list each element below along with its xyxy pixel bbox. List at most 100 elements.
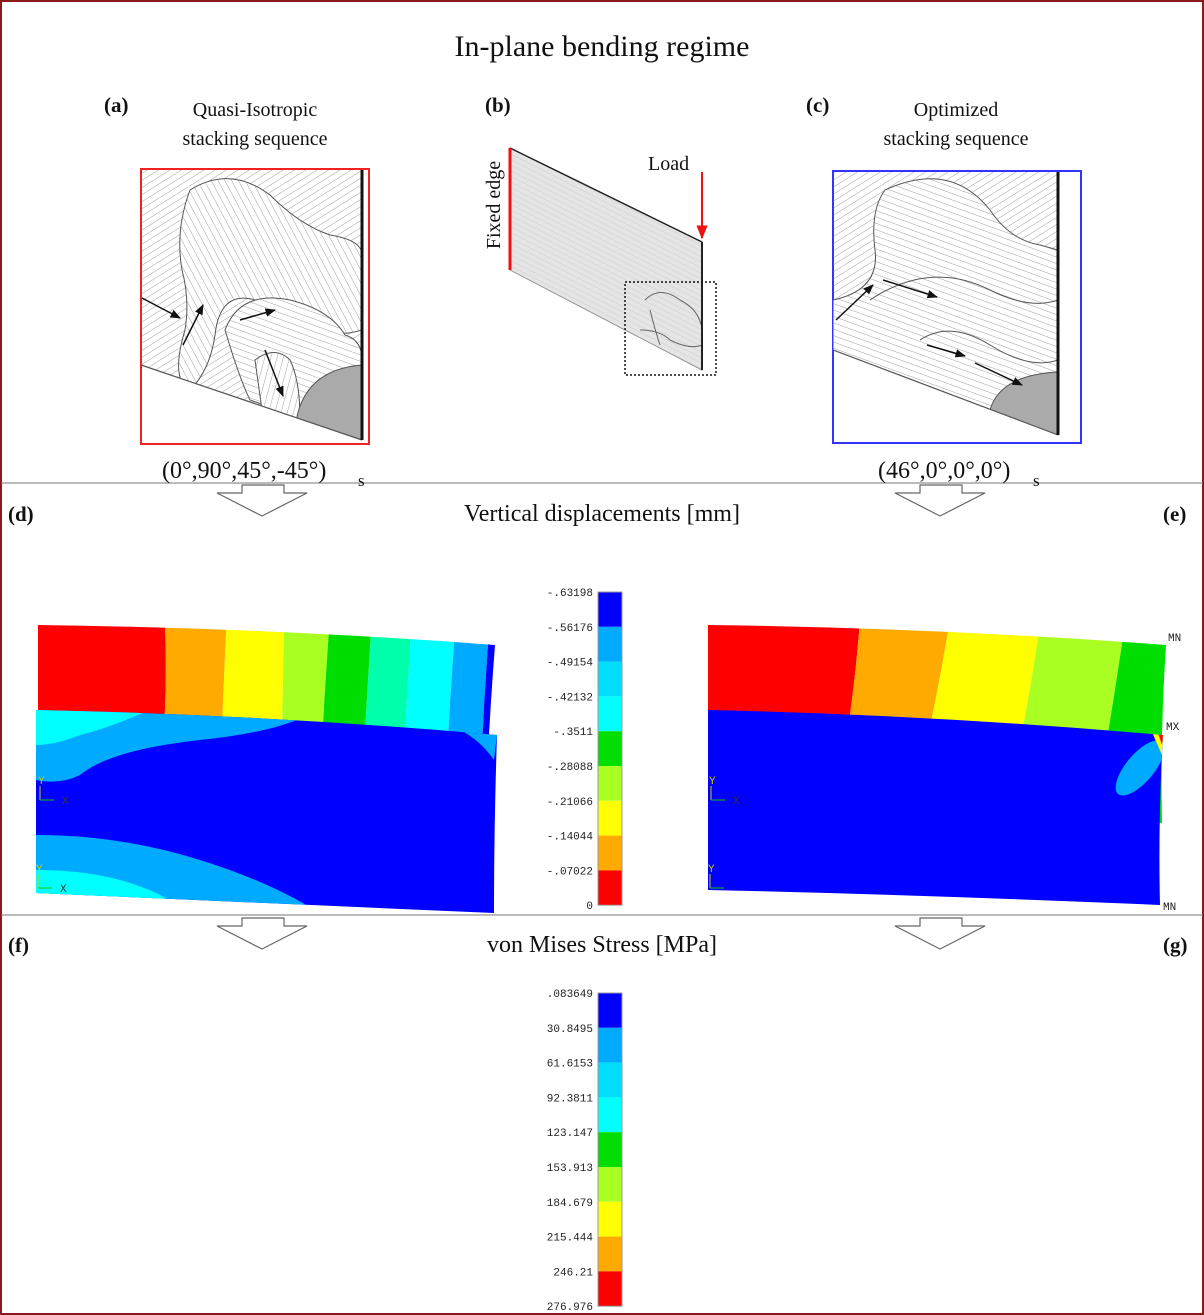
caption: stacking sequence: [884, 128, 1029, 150]
axis-label: Y: [38, 776, 45, 788]
legend-label: 184.679: [547, 1198, 593, 1210]
flow-arrow: [216, 484, 308, 517]
free-edge: [140, 364, 363, 441]
legend-label: -.07022: [547, 866, 593, 878]
legend-label: -.63198: [547, 588, 593, 600]
axis-label: Y: [709, 776, 716, 788]
axis-label: X: [733, 796, 740, 808]
legend-swatch: [598, 1167, 622, 1202]
legend-frame: [597, 591, 623, 906]
panel-label: (f): [8, 933, 29, 957]
legend-swatch: [598, 1062, 622, 1098]
legend-swatch: [598, 1201, 622, 1237]
fiber-arrow: [182, 304, 204, 346]
panel-label: (b): [485, 93, 511, 117]
flow-arrow: [216, 917, 308, 950]
legend-swatch: [598, 1097, 622, 1133]
legend-swatch: [598, 800, 622, 836]
legend-swatch: [598, 696, 622, 732]
load-label: Load: [648, 153, 689, 175]
caption: stacking sequence: [183, 128, 328, 150]
section-title: Vertical displacements [mm]: [464, 501, 740, 527]
legend-swatch: [598, 626, 622, 662]
fiber-arrow: [974, 362, 1023, 386]
legend-label: 276.976: [547, 1302, 593, 1314]
legend-label: -.56176: [547, 623, 593, 635]
legend-swatch: [598, 1027, 622, 1063]
panel-label: (c): [806, 93, 829, 117]
stacking-subscript: s: [358, 471, 365, 490]
legend-swatch: [598, 661, 622, 697]
panel-label: (g): [1163, 933, 1188, 957]
legend-swatch: [598, 1271, 622, 1307]
legend-swatch: [598, 592, 622, 627]
stacking-sequence: (0°,90°,45°,-45°): [162, 458, 326, 484]
axis-label: Y: [708, 864, 715, 876]
legend-label: 30.8495: [547, 1024, 593, 1036]
contour-band: [708, 710, 1163, 905]
legend-swatch: [598, 766, 622, 801]
legend-swatch: [598, 1132, 622, 1167]
legend-swatch: [598, 1236, 622, 1272]
legend-label: 61.6153: [547, 1059, 593, 1071]
fiber-arrow: [882, 279, 939, 299]
axis-label: X: [60, 884, 67, 896]
panel-label: (e): [1163, 502, 1186, 526]
caption: Optimized: [914, 99, 998, 121]
axis-label: X: [62, 796, 69, 808]
contour-line: [869, 276, 1058, 364]
legend-frame: [597, 992, 623, 1307]
fixed-edge-label: Fixed edge: [483, 161, 505, 249]
legend-swatch: [598, 870, 622, 906]
panel-label: (d): [8, 502, 34, 526]
caption: Quasi-Isotropic: [193, 99, 318, 121]
contour-sketch: [639, 292, 703, 348]
hatched-laminate: [833, 172, 1058, 435]
flow-arrow: [894, 917, 986, 950]
hatched-laminate: [141, 170, 362, 440]
legend-label: -.14044: [547, 832, 594, 844]
legend-swatch: [598, 835, 622, 871]
legend-label: -.28088: [547, 762, 593, 774]
zoom-indicator: [624, 281, 717, 376]
extreme-marker: MN: [1168, 633, 1181, 645]
panel-label: (a): [104, 93, 129, 117]
free-edge: [832, 349, 1059, 436]
extreme-marker: MN: [1163, 902, 1176, 914]
fiber-arrow: [926, 344, 967, 358]
fiber-arrow: [835, 284, 874, 321]
legend-label: 92.3811: [547, 1093, 594, 1105]
legend-swatch: [598, 731, 622, 766]
fiber-arrow: [239, 308, 277, 321]
legend-label: 246.21: [553, 1267, 593, 1279]
contour-band: [1158, 733, 1163, 745]
legend-label: 215.444: [547, 1233, 594, 1245]
extreme-marker: MX: [1166, 722, 1180, 734]
legend-label: -.42132: [547, 692, 593, 704]
legend-label: -.49154: [547, 658, 594, 670]
legend-label: -.21066: [547, 797, 593, 809]
flow-arrow: [894, 484, 986, 517]
contour-plot: [36, 710, 497, 913]
fiber-arrow: [264, 349, 284, 397]
ply-region: [178, 178, 362, 390]
figure-title: In-plane bending regime: [455, 30, 750, 63]
plate-shade: [510, 148, 702, 370]
fiber-arrow: [141, 297, 181, 319]
legend-swatch: [598, 993, 622, 1028]
legend-label: -.3511: [553, 727, 593, 739]
plate-edge: [509, 147, 703, 243]
legend-label: .083649: [547, 989, 593, 1001]
contour-band: [460, 729, 497, 760]
contour-band: [1115, 740, 1163, 796]
legend-label: 123.147: [547, 1128, 593, 1140]
section-title: von Mises Stress [MPa]: [487, 932, 717, 958]
stacking-sequence: (46°,0°,0°,0°): [878, 458, 1010, 484]
legend-label: 153.913: [547, 1163, 593, 1175]
legend-label: 0: [586, 901, 593, 913]
contour-plot: [708, 710, 1163, 905]
stacking-subscript: s: [1033, 471, 1040, 490]
